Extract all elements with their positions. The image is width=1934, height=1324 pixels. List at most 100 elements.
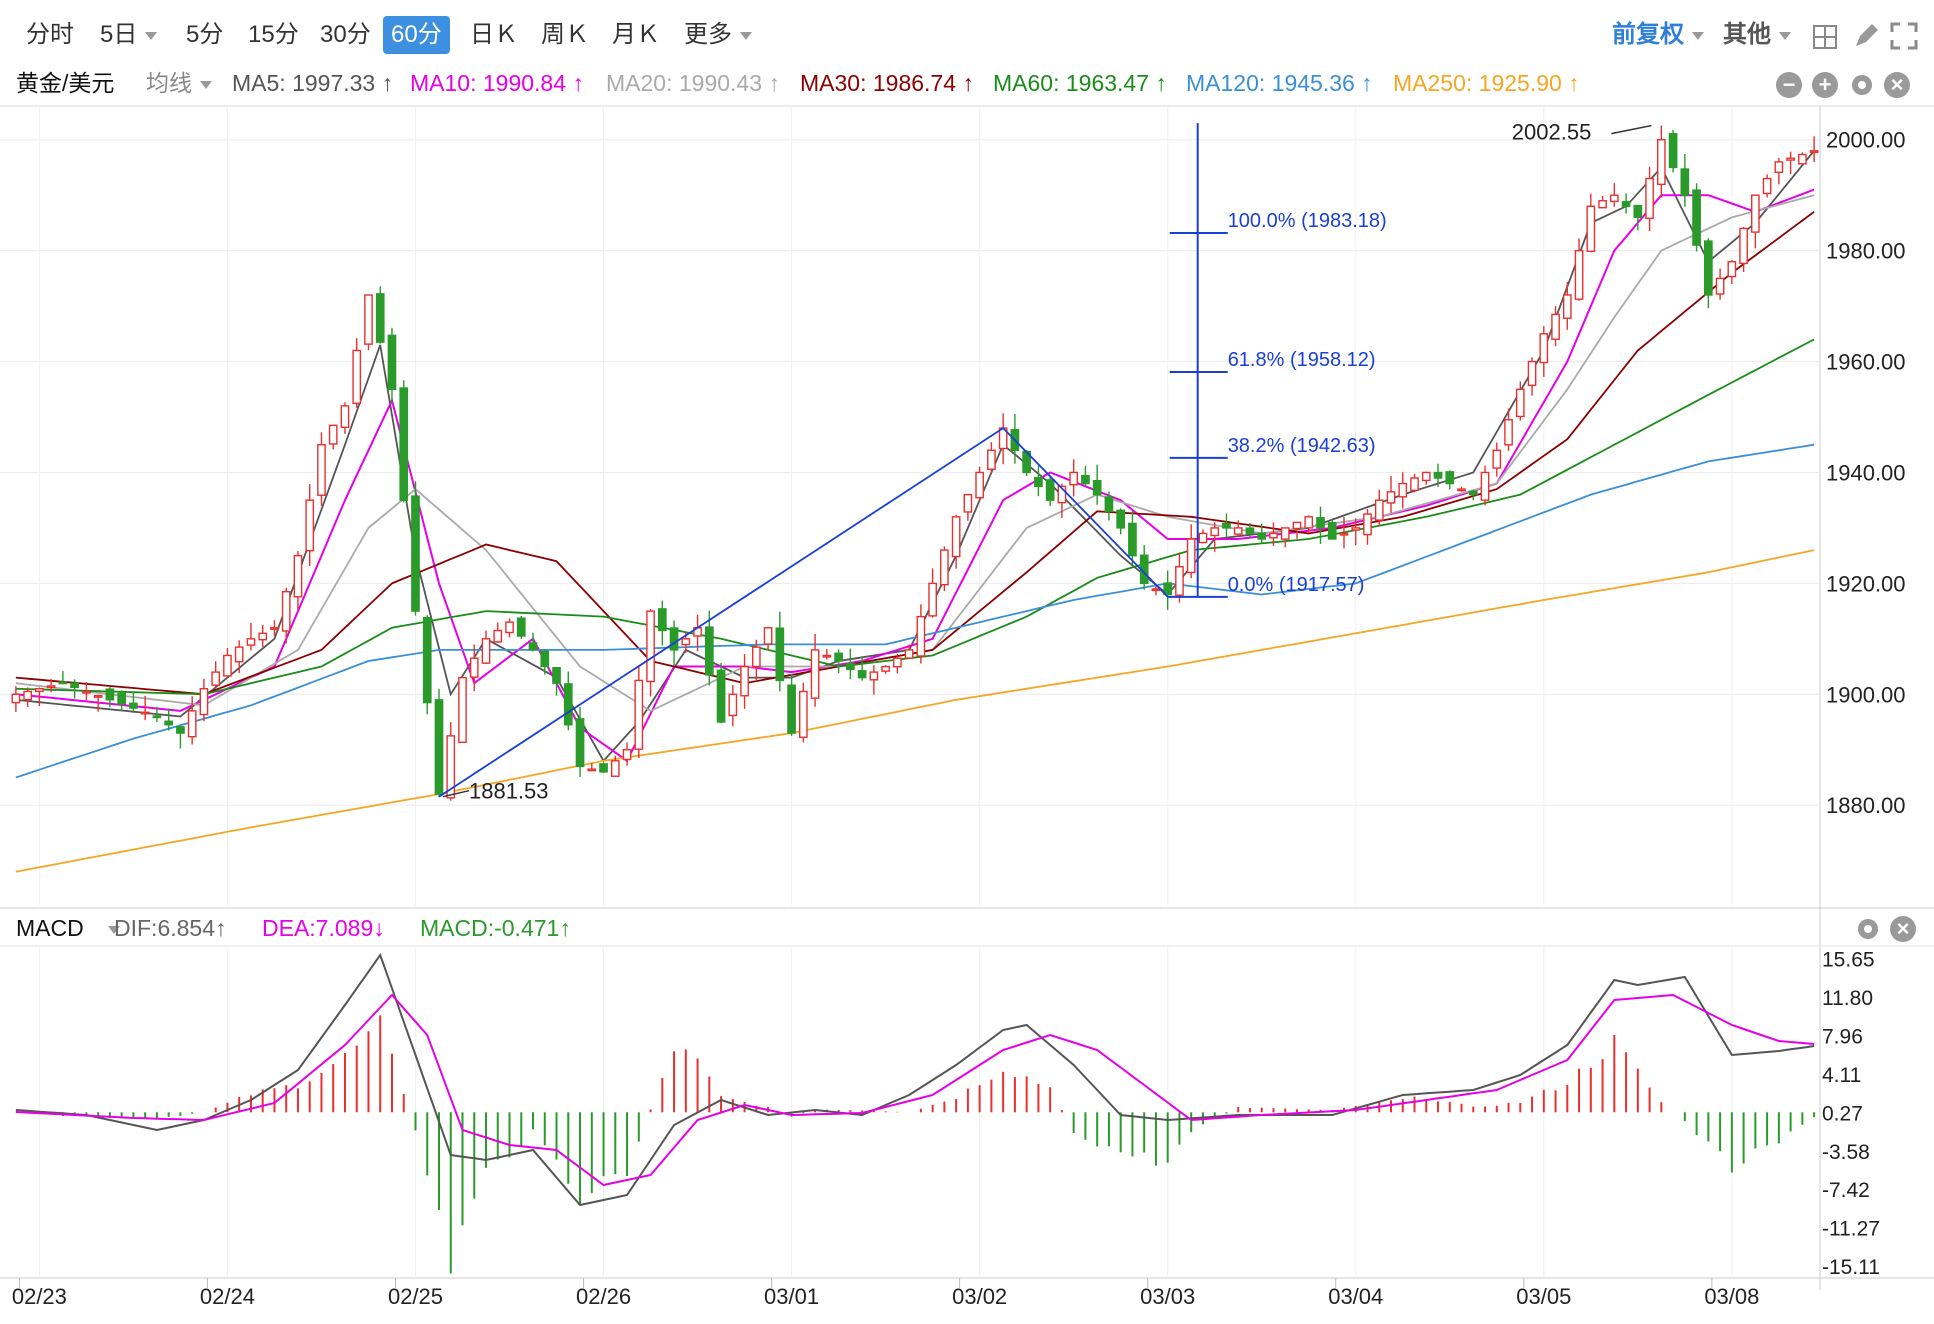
- candle-body: [822, 654, 832, 658]
- candle-body: [1421, 471, 1431, 482]
- candle-body: [399, 387, 409, 501]
- period-tab-9[interactable]: 更多: [676, 16, 760, 54]
- candle-body: [1257, 532, 1267, 540]
- period-tab-4[interactable]: 30分: [312, 16, 379, 54]
- candle-body: [1480, 471, 1490, 501]
- macd-tick-label: -3.58: [1822, 1141, 1870, 1164]
- period-tab-0[interactable]: 分时: [18, 16, 82, 54]
- candle-body: [516, 617, 526, 637]
- candle-body: [1222, 522, 1231, 529]
- candle-body: [1386, 491, 1396, 504]
- candle-body: [387, 334, 397, 390]
- other-dropdown[interactable]: 其他: [1723, 16, 1791, 54]
- candle-body: [1798, 153, 1807, 165]
- chart-axes: 2000.00 1980.00 1960.00 1940.00 1920.00 1900.…: [12, 128, 1906, 1309]
- candle-body: [1774, 161, 1784, 174]
- grid-layout-icon[interactable]: [1812, 24, 1838, 50]
- candle-body: [270, 627, 279, 630]
- candle-body: [505, 621, 514, 634]
- ma-value-0: MA5: 1997.33 ↑: [232, 70, 394, 96]
- period-tab-1[interactable]: 5日: [92, 16, 165, 54]
- candle-body: [1809, 150, 1819, 154]
- macd-tick-label: -7.42: [1822, 1179, 1870, 1202]
- period-tab-7[interactable]: 周Ｋ: [533, 16, 597, 54]
- candle-body: [1598, 200, 1607, 209]
- candle-body: [1586, 205, 1596, 252]
- candle-body: [646, 610, 655, 683]
- candle-body: [881, 665, 890, 672]
- candle-body: [493, 629, 503, 643]
- candle-body: [928, 582, 937, 617]
- dropdown-caret-icon[interactable]: [100, 912, 120, 944]
- pen-draw-icon[interactable]: [1852, 22, 1880, 50]
- period-tab-2[interactable]: 5分: [178, 16, 231, 54]
- candle-body: [246, 638, 256, 646]
- chevron-down-icon: [200, 80, 212, 89]
- candle-body: [1680, 168, 1690, 196]
- candle-body: [1151, 588, 1161, 592]
- candle-body: [1751, 194, 1760, 233]
- close-icon[interactable]: ×: [1884, 72, 1910, 98]
- period-tab-8[interactable]: 月Ｋ: [604, 16, 668, 54]
- date-label: 03/02: [952, 1284, 1007, 1309]
- candle-body: [1034, 476, 1043, 488]
- candle-body: [1727, 261, 1737, 278]
- trend-line: [438, 426, 1169, 798]
- candle-body: [481, 638, 491, 664]
- macd-tick-label: 0.27: [1822, 1102, 1863, 1125]
- symbol-label: 黄金/美元: [16, 70, 115, 96]
- candle-body: [1621, 201, 1631, 207]
- candle-body: [1233, 527, 1243, 535]
- candle-body: [1139, 554, 1149, 585]
- candle-body: [176, 726, 185, 734]
- candle-body: [35, 688, 44, 693]
- candle-body: [751, 646, 761, 668]
- candle-body: [93, 694, 103, 698]
- period-tab-label: 15分: [248, 21, 299, 48]
- macd-legend-bar: MACD DIF:6.854↑ DEA:7.089↓ MACD:-0.471↑ …: [0, 910, 1934, 946]
- gear-icon[interactable]: [1849, 72, 1875, 98]
- candle-body: [105, 688, 115, 701]
- period-tab-3[interactable]: 15分: [240, 16, 307, 54]
- plus-icon[interactable]: +: [1812, 72, 1838, 98]
- candle-body: [1010, 429, 1020, 451]
- close-icon[interactable]: ×: [1890, 916, 1916, 942]
- fib-level-label: 0.0% (1917.57): [1228, 574, 1365, 596]
- candle-body: [1551, 313, 1560, 340]
- candle-body: [1668, 133, 1678, 169]
- candle-body: [1574, 249, 1584, 300]
- ma-line-ma30: [15, 211, 1815, 696]
- candle-body: [704, 626, 714, 676]
- candle-body: [1198, 532, 1208, 544]
- period-tab-label: 更多: [684, 21, 732, 48]
- macd-line-dif: [15, 952, 1815, 1207]
- adjust-dropdown[interactable]: 前复权: [1612, 16, 1704, 54]
- gear-icon[interactable]: [1855, 916, 1881, 942]
- candle-body: [1339, 532, 1349, 536]
- period-tab-6[interactable]: 日Ｋ: [462, 16, 526, 54]
- candle-body: [1398, 482, 1408, 498]
- candle-body: [904, 649, 914, 659]
- ma-type-label: 均线: [146, 70, 192, 96]
- candle-body: [916, 615, 926, 657]
- candle-body: [1092, 479, 1102, 496]
- ma-type-dropdown[interactable]: 均线: [146, 66, 212, 100]
- candle-body: [810, 649, 820, 699]
- candle-body: [1116, 509, 1126, 529]
- candle-body: [317, 444, 326, 496]
- minus-icon[interactable]: −: [1776, 72, 1802, 98]
- candle-body: [846, 662, 855, 671]
- candle-body: [1245, 527, 1255, 535]
- fullscreen-icon[interactable]: [1890, 22, 1918, 50]
- candle-body: [1504, 419, 1513, 446]
- ma-value-6: MA250: 1925.90 ↑: [1393, 70, 1580, 96]
- candle-body: [1468, 490, 1478, 496]
- macd-pane: [15, 952, 1816, 1274]
- period-tab-5[interactable]: 60分: [383, 16, 450, 54]
- ma-line-ma120: [15, 443, 1815, 779]
- period-tab-label: 60分: [391, 21, 442, 48]
- candle-body: [775, 627, 785, 682]
- period-tab-label: 周Ｋ: [541, 21, 589, 48]
- candle-body: [1045, 479, 1055, 501]
- candle-body: [1433, 471, 1443, 479]
